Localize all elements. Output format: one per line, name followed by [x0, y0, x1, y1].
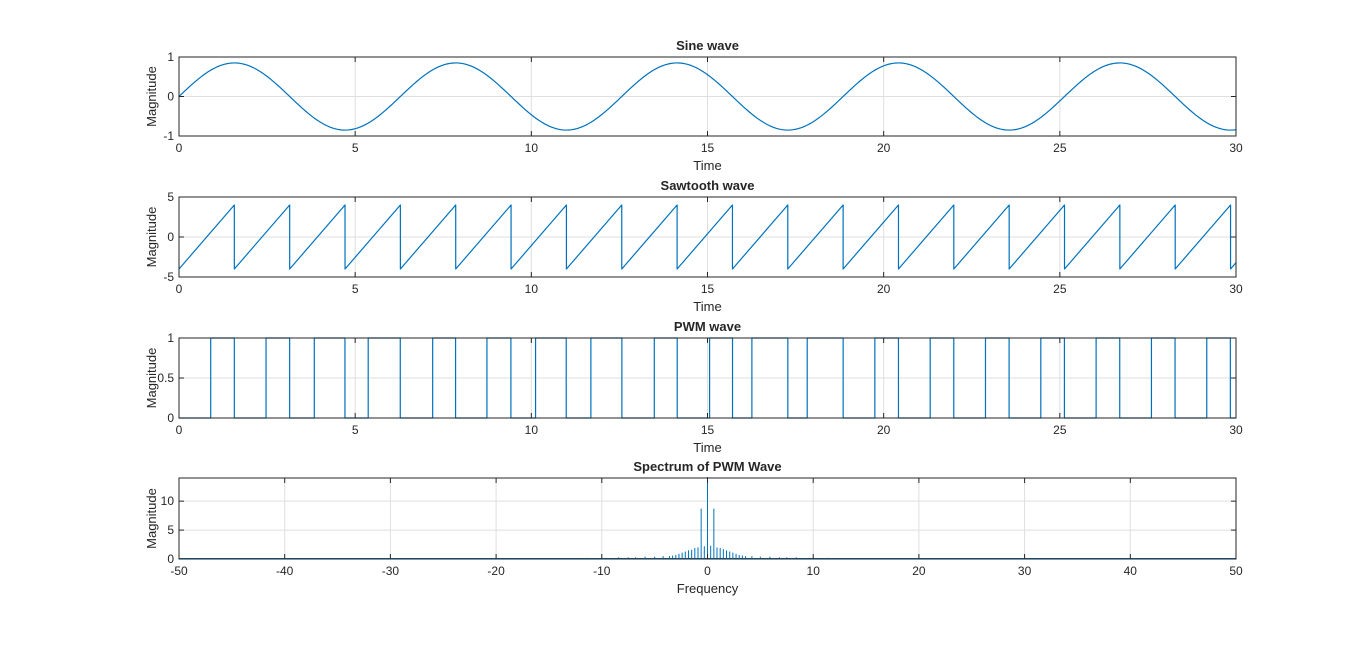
x-tick-label: 0 — [176, 282, 183, 296]
y-tick-label: -5 — [163, 270, 174, 284]
y-tick-label: 1 — [167, 50, 174, 64]
x-tick-label: -30 — [382, 564, 400, 578]
y-tick-label: 0 — [167, 90, 174, 104]
y-axis-label: Magnitude — [144, 207, 159, 268]
x-tick-label: -20 — [487, 564, 505, 578]
x-tick-label: 10 — [807, 564, 821, 578]
y-axis-label: Magnitude — [144, 66, 159, 127]
x-tick-label: 5 — [352, 423, 359, 437]
x-axis-label: Frequency — [677, 581, 739, 596]
x-tick-label: 30 — [1229, 282, 1243, 296]
y-tick-label: 0.5 — [157, 371, 174, 385]
x-tick-label: 10 — [525, 423, 539, 437]
x-axis-label: Time — [693, 158, 721, 173]
x-tick-label: 15 — [701, 141, 715, 155]
x-tick-label: 10 — [525, 282, 539, 296]
x-tick-label: 20 — [877, 141, 891, 155]
y-tick-label: 0 — [167, 230, 174, 244]
x-tick-label: -10 — [593, 564, 611, 578]
x-tick-label: 5 — [352, 141, 359, 155]
y-tick-label: 1 — [167, 331, 174, 345]
x-tick-label: 40 — [1124, 564, 1138, 578]
chart-title: Sine wave — [676, 38, 739, 53]
x-tick-label: 20 — [877, 423, 891, 437]
x-axis-label: Time — [693, 299, 721, 314]
x-tick-label: 0 — [704, 564, 711, 578]
x-tick-label: 30 — [1018, 564, 1032, 578]
x-tick-label: 15 — [701, 423, 715, 437]
series-line-sawtooth — [179, 204, 1236, 270]
y-tick-label: 10 — [161, 494, 175, 508]
y-axis-label: Magnitude — [144, 488, 159, 549]
y-tick-label: 5 — [167, 523, 174, 537]
x-tick-label: 25 — [1053, 423, 1067, 437]
y-axis-label: Magnitude — [144, 348, 159, 409]
x-tick-label: -40 — [276, 564, 294, 578]
chart-title: PWM wave — [674, 319, 741, 334]
chart-title: Sawtooth wave — [661, 178, 755, 193]
x-axis-label: Time — [693, 440, 721, 455]
axes-pwm: 0 5 10 15 20 25 30 0 0.5 1 PWM wave Time Magnitude — [144, 319, 1243, 455]
y-tick-label: -1 — [163, 129, 174, 143]
axes-spectrum: -50 -40 -30 -20 -10 0 10 20 30 40 50 0 5 10 Spectrum o… — [144, 459, 1243, 596]
y-tick-label: 0 — [167, 411, 174, 425]
x-tick-label: 20 — [877, 282, 891, 296]
chart-title: Spectrum of PWM Wave — [633, 459, 781, 474]
x-tick-label: 30 — [1229, 141, 1243, 155]
x-tick-label: 0 — [176, 141, 183, 155]
x-tick-label: 25 — [1053, 141, 1067, 155]
x-tick-label: 20 — [912, 564, 926, 578]
y-tick-label: 0 — [167, 552, 174, 566]
x-tick-label: -50 — [170, 564, 188, 578]
x-tick-label: 30 — [1229, 423, 1243, 437]
x-tick-label: 25 — [1053, 282, 1067, 296]
x-tick-label: 10 — [525, 141, 539, 155]
series-line-sine — [179, 62, 1236, 131]
x-tick-label: 15 — [701, 282, 715, 296]
x-tick-label: 50 — [1229, 564, 1243, 578]
x-tick-label: 0 — [176, 423, 183, 437]
y-tick-label: 5 — [167, 190, 174, 204]
x-tick-label: 5 — [352, 282, 359, 296]
